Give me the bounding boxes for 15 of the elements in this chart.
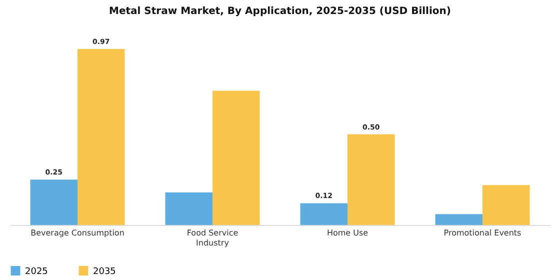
bar (212, 90, 260, 225)
x-tick-label: Beverage Consumption (30, 228, 124, 238)
bar (348, 134, 395, 225)
bar (300, 203, 348, 225)
legend-label: 2025 (25, 266, 48, 277)
x-tick-label: Promotional Events (444, 228, 522, 238)
bar (30, 180, 78, 225)
x-tick-label: Home Use (326, 228, 368, 238)
bar (435, 214, 482, 225)
bar (78, 49, 125, 225)
legend-label: 2035 (93, 266, 116, 277)
bar (165, 192, 212, 225)
x-tick-label: Food Service Industry (186, 228, 238, 248)
chart-title: Metal Straw Market, By Application, 2025-2035 (USD Billion) (109, 6, 451, 17)
bar (482, 185, 530, 225)
